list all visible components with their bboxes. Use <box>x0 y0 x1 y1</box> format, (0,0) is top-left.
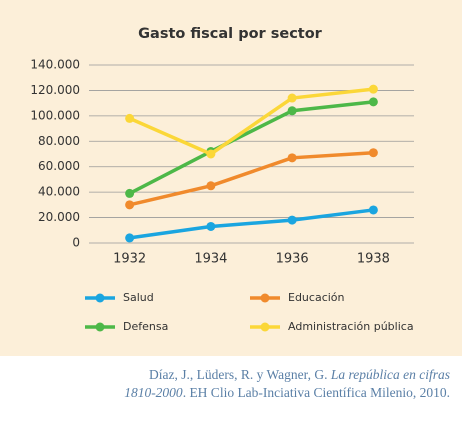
data-point <box>125 113 135 123</box>
data-point <box>206 149 216 159</box>
y-tick-label: 100.000 <box>30 108 80 122</box>
data-point <box>287 93 297 103</box>
citation-text: Díaz, J., Lüders, R. y Wagner, G. <box>149 367 331 382</box>
series-line <box>129 150 374 207</box>
y-tick-label: 20.000 <box>38 210 80 224</box>
citation-line: Díaz, J., Lüders, R. y Wagner, G. La rep… <box>0 366 450 384</box>
y-tick-label: 140.000 <box>30 58 80 72</box>
citation: Díaz, J., Lüders, R. y Wagner, G. La rep… <box>0 366 450 402</box>
y-tick-label: 80.000 <box>38 134 80 148</box>
legend-label: Educación <box>288 291 345 304</box>
legend-marker <box>95 293 105 303</box>
y-tick-label: 60.000 <box>38 159 80 173</box>
x-tick-label: 1936 <box>276 252 309 267</box>
citation-title: 1810-2000 <box>124 385 183 400</box>
data-point <box>368 84 378 94</box>
citation-line: 1810-2000. EH Clio Lab-Inciativa Científ… <box>0 384 450 402</box>
citation-text: . EH Clio Lab-Inciativa Científica Milen… <box>182 385 450 400</box>
legend-marker <box>260 293 270 303</box>
y-tick-label: 40.000 <box>38 185 80 199</box>
series-line <box>128 100 374 195</box>
x-tick-label: 1934 <box>194 252 227 267</box>
data-point <box>125 188 135 198</box>
legend-marker <box>260 322 270 332</box>
legend-marker <box>95 322 105 332</box>
x-tick-label: 1932 <box>113 252 146 267</box>
y-tick-label: 120.000 <box>30 83 80 97</box>
data-point <box>368 148 378 158</box>
legend-label: Salud <box>123 291 154 304</box>
series-line <box>129 208 374 240</box>
data-point <box>125 200 135 210</box>
data-point <box>287 153 297 163</box>
data-point <box>206 221 216 231</box>
citation-title: La república en cifras <box>330 367 450 382</box>
data-point <box>368 97 378 107</box>
data-point <box>287 215 297 225</box>
data-point <box>125 233 135 243</box>
data-point <box>206 181 216 191</box>
y-tick-label: 0 <box>72 236 80 250</box>
data-point <box>287 106 297 116</box>
x-tick-label: 1938 <box>357 252 390 267</box>
data-point <box>368 205 378 215</box>
chart-title: Gasto fiscal por sector <box>138 26 323 42</box>
legend-label: Defensa <box>123 320 168 333</box>
legend-label: Administración pública <box>288 320 414 333</box>
series-line <box>128 87 374 156</box>
chart: Gasto fiscal por sector 0 20.000 40.000 60.… <box>0 0 462 356</box>
